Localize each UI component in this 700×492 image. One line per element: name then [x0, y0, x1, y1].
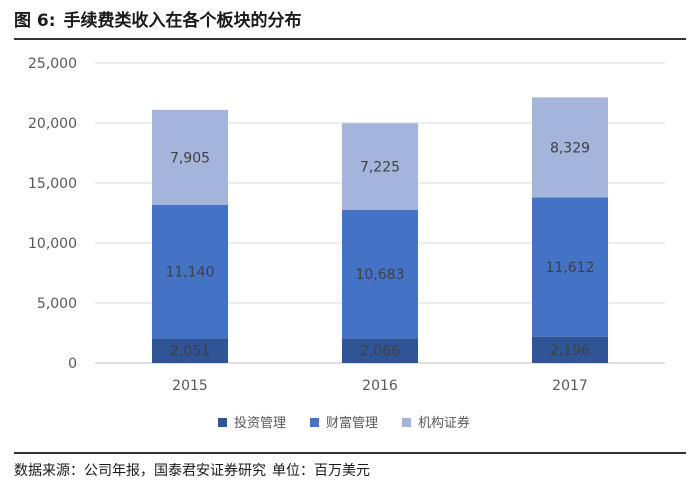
data-label: 2,051 [170, 344, 210, 360]
figure-title-text: 手续费类收入在各个板块的分布 [63, 11, 302, 31]
y-tick-label: 5,000 [37, 296, 77, 312]
bar-segment [342, 210, 418, 339]
bar-segment [532, 197, 608, 337]
x-tick-label: 2017 [552, 378, 588, 394]
y-tick-label: 25,000 [28, 56, 77, 72]
figure-title: 图 6: 手续费类收入在各个板块的分布 [14, 6, 302, 36]
y-tick-label: 10,000 [28, 236, 77, 252]
y-tick-label: 20,000 [28, 116, 77, 132]
legend-swatch [310, 418, 319, 427]
legend-swatch [218, 418, 227, 427]
legend-swatch [402, 418, 411, 427]
bar-segment [342, 123, 418, 211]
data-label: 10,683 [356, 267, 405, 283]
data-label: 11,140 [166, 265, 215, 281]
bar-segment [152, 109, 228, 205]
x-tick-label: 2016 [362, 378, 398, 394]
y-tick-label: 0 [68, 356, 77, 372]
source-note: 数据来源：公司年报，国泰君安证券研究 单位：百万美元 [14, 456, 370, 486]
bar-segment [152, 204, 228, 339]
source-divider [14, 452, 686, 454]
data-label: 2,066 [360, 344, 400, 360]
figure-label: 图 6: [14, 11, 56, 31]
unit-text: 单位：百万美元 [272, 463, 370, 479]
stacked-bar-chart: 0 5,000 10,000 15,000 20,000 25,000 2,051 11,14… [28, 56, 665, 431]
legend-label: 投资管理 [234, 415, 286, 431]
data-label: 7,905 [170, 150, 210, 166]
data-label: 2,196 [550, 343, 590, 359]
y-tick-label: 15,000 [28, 176, 77, 192]
source-text: 数据来源：公司年报，国泰君安证券研究 [14, 463, 266, 479]
data-label: 11,612 [546, 260, 595, 276]
data-label: 7,225 [360, 160, 400, 176]
title-divider [14, 38, 686, 40]
legend-label: 财富管理 [326, 415, 378, 431]
data-label: 8,329 [550, 140, 590, 156]
bar-segment [152, 338, 228, 363]
bar-segment [532, 336, 608, 363]
bar-segment [532, 97, 608, 198]
bar-segment [342, 338, 418, 363]
legend-label: 机构证券 [418, 415, 470, 431]
x-tick-label: 2015 [172, 378, 208, 394]
